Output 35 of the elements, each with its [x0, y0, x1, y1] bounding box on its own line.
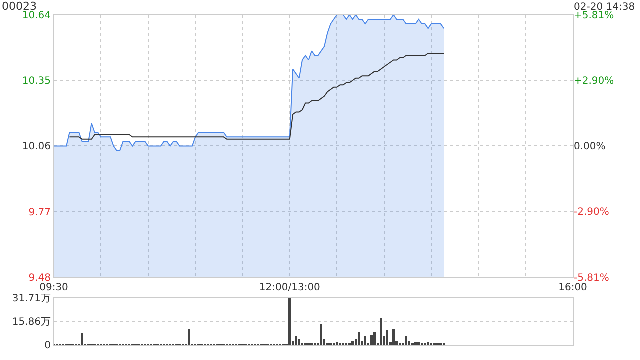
- bar: [427, 342, 429, 345]
- y-tick-label: 31.71万: [12, 293, 51, 304]
- bar: [392, 328, 395, 345]
- y-tick-label: 0: [44, 340, 51, 352]
- bar: [288, 298, 291, 345]
- bar: [298, 338, 300, 345]
- x-tick-label: 16:00: [558, 282, 588, 294]
- bar: [351, 340, 354, 345]
- x-tick-label: 09:30: [40, 282, 68, 294]
- bar: [336, 342, 338, 345]
- bar: [386, 330, 388, 345]
- line-series: [69, 52, 445, 140]
- y2-tick-label: +2.90%: [574, 76, 614, 88]
- y-tick-label: 10.06: [22, 142, 51, 153]
- y2-tick-label: 0.00%: [574, 142, 606, 153]
- bar: [417, 342, 420, 345]
- bar: [370, 334, 373, 345]
- bar: [380, 318, 382, 345]
- y-tick-label: 9.77: [28, 207, 51, 218]
- y-tick-label: 10.35: [22, 76, 51, 88]
- y2-tick-label: -5.81%: [574, 272, 610, 284]
- bar: [188, 328, 190, 345]
- y-tick-label: 9.48: [28, 272, 51, 284]
- bar: [320, 324, 322, 345]
- bar: [364, 336, 366, 345]
- bar: [373, 332, 376, 345]
- bar: [295, 336, 297, 345]
- bar: [358, 332, 360, 345]
- y2-tick-label: +5.81%: [574, 10, 614, 22]
- x-tick-label: 12:00/13:00: [259, 282, 320, 294]
- y-tick-label: 15.86万: [12, 316, 51, 328]
- y-tick-label: 10.64: [22, 10, 51, 22]
- y2-tick-label: -2.90%: [574, 207, 610, 218]
- bar: [405, 336, 407, 345]
- bar: [81, 332, 83, 345]
